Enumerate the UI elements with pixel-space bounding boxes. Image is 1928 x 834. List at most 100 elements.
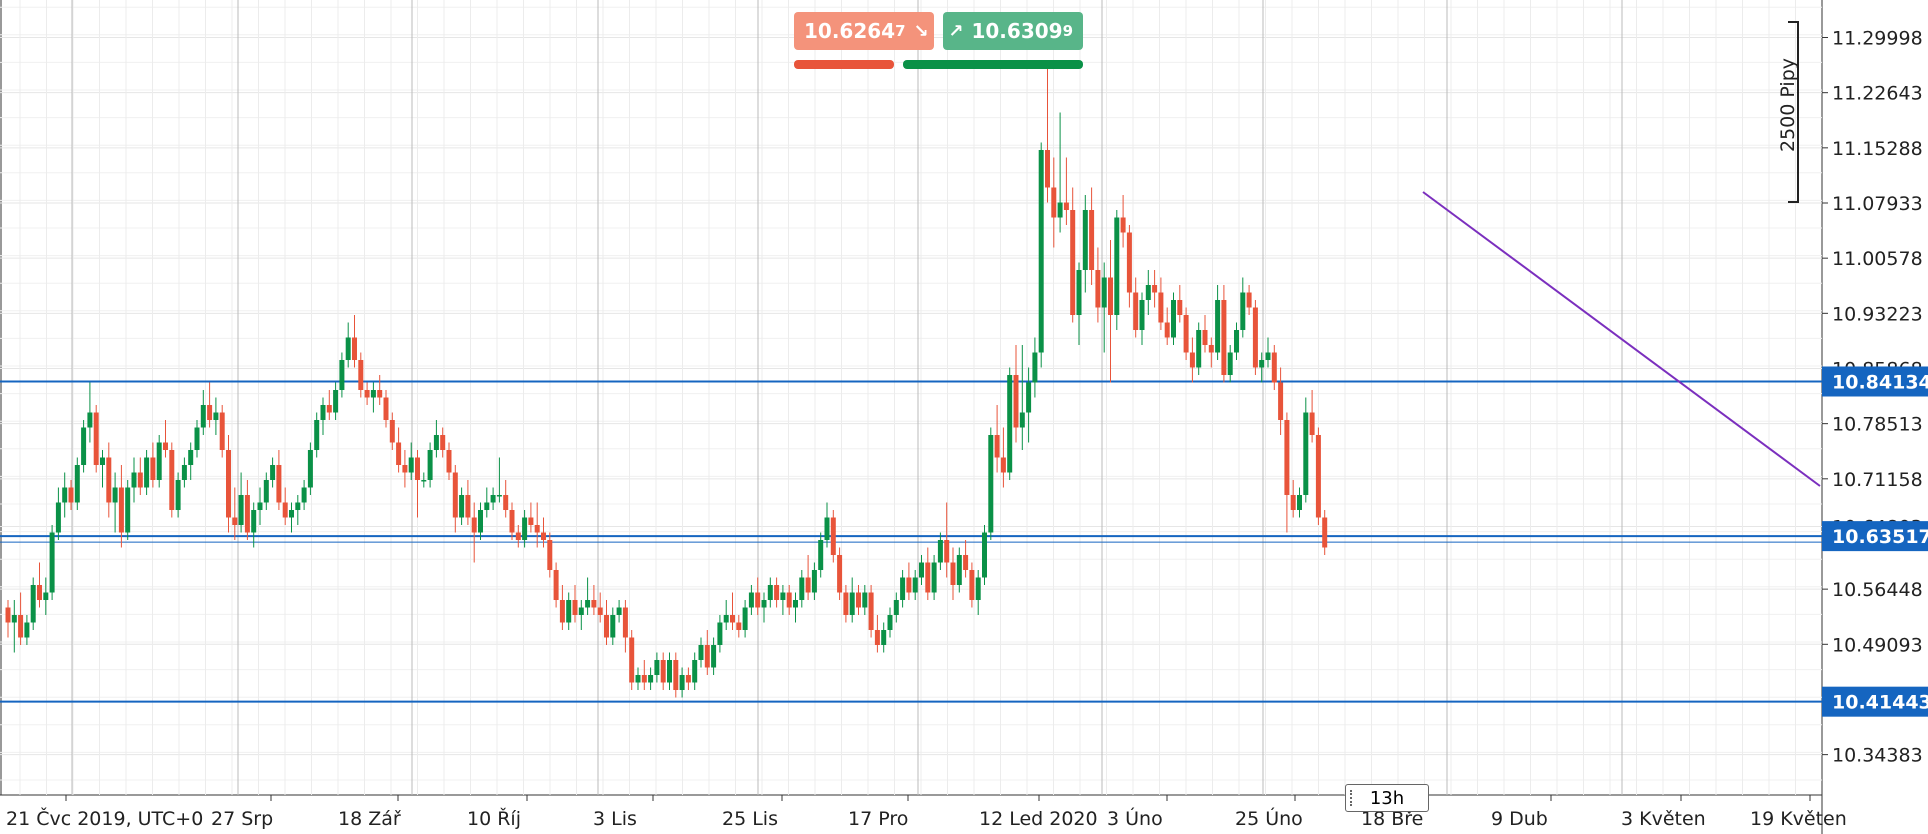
buy-quote-button[interactable]: ↗ 10.6309 9 — [943, 12, 1083, 50]
candle-up — [43, 592, 49, 600]
candle-up — [55, 502, 61, 533]
candle-down — [774, 585, 780, 600]
candle-up — [1139, 300, 1145, 330]
candle-down — [906, 577, 912, 593]
candle-up — [1259, 360, 1265, 368]
candle-up — [692, 660, 698, 683]
candle-up — [1265, 352, 1271, 360]
time-tick-label: 18 Zář — [338, 808, 401, 830]
candle-up — [1114, 217, 1120, 315]
candle-up — [887, 615, 893, 630]
candle-down — [856, 592, 861, 608]
candle-up — [811, 570, 817, 593]
candle-up — [1019, 412, 1025, 428]
candle-up — [761, 600, 767, 608]
candle-up — [427, 450, 433, 480]
candle-down — [282, 502, 288, 518]
sell-quote-button[interactable]: 10.6264 7 ↘ — [794, 12, 934, 50]
candle-down — [1271, 352, 1277, 383]
price-tick-label: 10.34383 — [1832, 745, 1923, 767]
candle-down — [226, 450, 231, 518]
price-tick-label: 11.22643 — [1832, 83, 1923, 105]
candle-up — [188, 450, 194, 465]
price-tick-label: 10.78513 — [1832, 414, 1923, 436]
candle-down — [452, 472, 458, 518]
candle-down — [1284, 420, 1290, 495]
candle-down — [604, 615, 609, 638]
candle-up — [849, 592, 855, 615]
time-tick-label: 17 Pro — [848, 808, 908, 830]
candle-down — [37, 585, 42, 600]
sell-price-pip: 7 — [895, 22, 906, 40]
candle-up — [723, 615, 729, 623]
candle-down — [232, 517, 238, 525]
candle-down — [1278, 382, 1284, 420]
candle-up — [484, 502, 490, 510]
candle-up — [742, 607, 748, 630]
price-tick-label: 11.29998 — [1832, 28, 1923, 50]
timeframe-badge[interactable]: 13h — [1345, 784, 1429, 812]
sell-bar — [794, 60, 894, 69]
candle-down — [1164, 322, 1170, 338]
candle-down — [969, 570, 975, 600]
candle-down — [830, 517, 836, 555]
drag-grip-icon[interactable] — [1350, 790, 1358, 806]
candle-down — [396, 442, 402, 465]
candle-down — [925, 562, 931, 593]
grid — [0, 0, 1823, 834]
candle-down — [868, 592, 874, 630]
candle-up — [251, 510, 257, 533]
candle-down — [541, 532, 546, 540]
candle-down — [994, 435, 1000, 458]
candle-down — [629, 637, 635, 683]
candle-up — [81, 427, 87, 465]
candle-up — [433, 435, 439, 450]
candle-down — [106, 457, 112, 503]
candle-up — [698, 645, 704, 660]
candle-up — [919, 562, 924, 578]
candle-up — [1007, 375, 1013, 473]
candle-down — [673, 660, 679, 690]
sell-price-main: 10.6264 — [804, 19, 896, 43]
candle-up — [1076, 270, 1082, 315]
price-tick-label: 10.93223 — [1832, 303, 1923, 325]
candle-down — [377, 390, 383, 398]
time-tick-label: 18 Bře — [1361, 808, 1423, 830]
time-tick-label: 21 Čvc 2019, UTC+0 — [6, 806, 203, 830]
candle-up — [1303, 412, 1309, 495]
candle-up — [975, 577, 981, 600]
candle-down — [1089, 210, 1095, 270]
candle-down — [1252, 307, 1258, 368]
arrow-up-right-icon: ↗ — [948, 20, 964, 42]
candle-down — [736, 622, 742, 630]
candle-up — [799, 577, 805, 600]
candle-up — [125, 487, 131, 533]
price-tick-label: 10.71158 — [1832, 469, 1923, 491]
candle-down — [559, 600, 565, 623]
candle-up — [263, 480, 269, 503]
buy-bar — [903, 60, 1083, 69]
trend-line — [1422, 191, 1821, 487]
candle-up — [1196, 330, 1202, 368]
candle-down — [1152, 285, 1158, 293]
candle-down — [597, 607, 603, 615]
candle-down — [503, 495, 509, 510]
candle-down — [1070, 210, 1076, 315]
candle-up — [893, 600, 899, 615]
arrow-down-right-icon: ↘ — [913, 20, 929, 42]
trend-line-layer — [1422, 191, 1821, 487]
timeframe-label: 13h — [1369, 787, 1405, 809]
candle-down — [1221, 300, 1227, 375]
candle-down — [963, 555, 969, 570]
candle-up — [1145, 285, 1151, 300]
candle-down — [219, 412, 225, 450]
candle-up — [956, 555, 962, 585]
buy-price-main: 10.6309 — [971, 19, 1063, 43]
candle-up — [11, 615, 17, 623]
candle-down — [150, 457, 156, 480]
candle-up — [112, 487, 118, 503]
time-tick-label: 25 Úno — [1235, 806, 1303, 830]
price-line-badge-label: 10.84134 — [1832, 371, 1928, 393]
